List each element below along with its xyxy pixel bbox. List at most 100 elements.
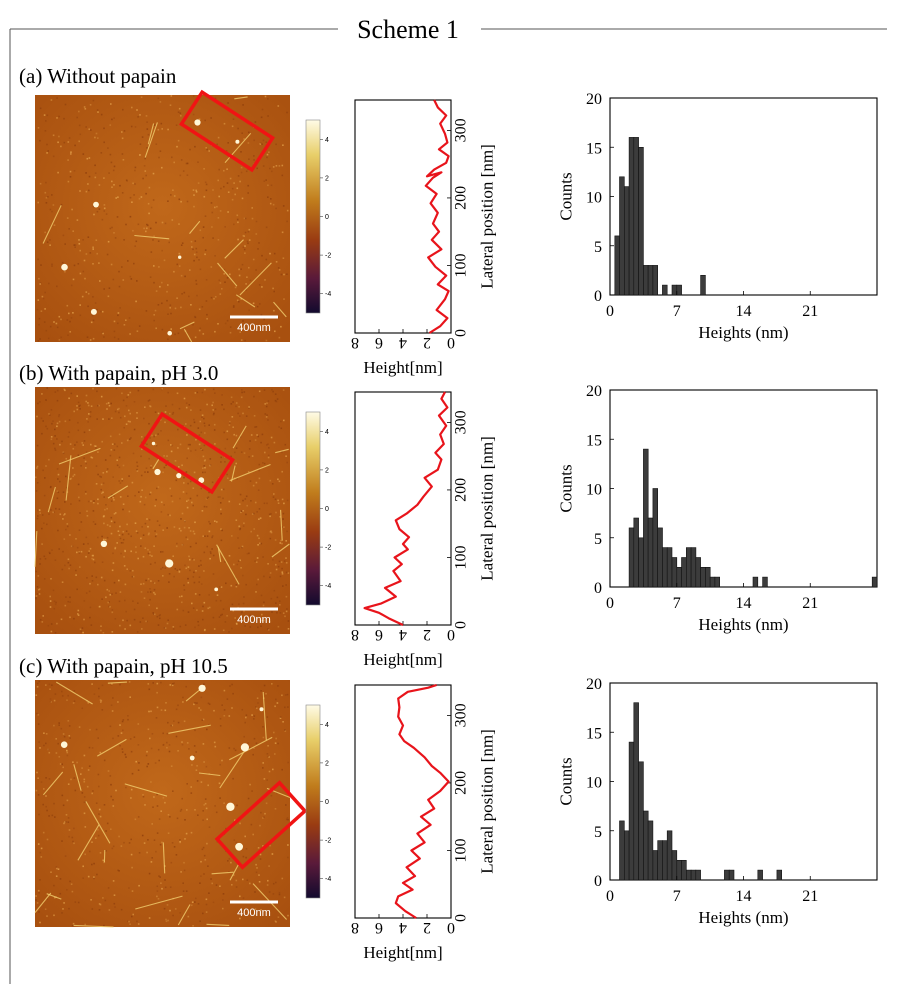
histogram-bar <box>662 840 668 881</box>
histogram-bar <box>647 265 654 296</box>
histogram-bar <box>752 576 759 588</box>
scale-bar-label: 400nm <box>237 322 271 334</box>
profile-y-tick-label: 300 <box>453 410 470 434</box>
scale-bar-label: 400nm <box>237 907 271 919</box>
colorbar: 4 2 0 -2 -4 <box>305 119 331 314</box>
histogram-x-label: Heights (nm) <box>698 615 788 634</box>
colorbar-gradient <box>305 119 321 314</box>
colorbar-tick-label: 4 <box>325 429 329 436</box>
afm-texture <box>35 387 290 634</box>
roi-box <box>179 89 275 173</box>
histogram-x-tick-label: 7 <box>673 595 681 612</box>
profile-y-tick-label: 200 <box>453 186 470 210</box>
profile-x-tick-label: 4 <box>399 626 407 643</box>
profile-y-tick-label: 100 <box>453 253 470 277</box>
histogram-bar <box>652 850 659 881</box>
profile-series-line <box>363 391 449 626</box>
histogram-bar <box>671 557 678 588</box>
profile-x-tick-label: 8 <box>351 919 359 936</box>
histogram-y-tick-label: 20 <box>586 676 602 693</box>
histogram-bar <box>633 137 639 296</box>
histogram-bar <box>695 869 701 881</box>
histogram-bar <box>638 537 644 588</box>
roi-box <box>214 780 308 870</box>
histogram-bar <box>685 869 692 881</box>
histogram-bar <box>762 576 768 588</box>
histogram-bar <box>638 761 644 881</box>
height-histogram: 0 7 14 21 0 5 10 15 20 Heights (nm) Counts <box>557 676 878 927</box>
panel-c: (c) With papain, pH 10.5 400nm 420-2-4 8… <box>19 654 878 962</box>
roi-box <box>139 411 235 495</box>
histogram-bar <box>623 830 630 881</box>
scale-bar-label: 400nm <box>237 614 271 626</box>
colorbar-tick-label: 0 <box>325 799 329 806</box>
histogram-bar <box>676 859 682 881</box>
histogram-x-tick-label: 14 <box>736 595 752 612</box>
histogram-bar <box>685 547 692 588</box>
profile-x-tick-label: 6 <box>375 334 383 351</box>
colorbar-tick-label: 4 <box>325 722 329 729</box>
histogram-bar <box>662 547 668 588</box>
profile-frame <box>354 391 452 626</box>
histogram-bar <box>652 265 659 296</box>
histogram-y-label: Counts <box>557 172 576 220</box>
histogram-x-tick-label: 21 <box>802 595 818 612</box>
profile-y-tick-label: 300 <box>453 118 470 142</box>
histogram-frame <box>609 682 878 881</box>
histogram-bar <box>657 527 663 588</box>
histogram-bar <box>662 284 668 296</box>
profile-x-tick-label: 0 <box>447 919 455 936</box>
afm-fibrils <box>42 96 287 343</box>
histogram-y-tick-label: 0 <box>594 873 602 890</box>
colorbar-tick-label: 4 <box>325 137 329 144</box>
histogram-x-label: Heights (nm) <box>698 323 788 342</box>
histogram-x-label: Heights (nm) <box>698 908 788 927</box>
colorbar-tick-label: -4 <box>325 876 331 883</box>
scheme-frame <box>9 28 887 984</box>
histogram-bar <box>628 741 635 881</box>
histogram-y-tick-label: 10 <box>586 775 602 792</box>
histogram-bar <box>757 869 763 881</box>
afm-image: 400nm <box>34 680 308 928</box>
histogram-bar <box>724 869 730 881</box>
histogram-bar <box>647 820 654 881</box>
histogram-bar <box>666 547 673 588</box>
profile-x-label: Height[nm] <box>363 650 442 669</box>
colorbar-tick-label: -4 <box>325 291 331 298</box>
histogram-bar <box>695 557 701 588</box>
profile-x-tick-label: 2 <box>423 626 431 643</box>
histogram-bar <box>633 702 639 881</box>
histogram-bar <box>681 859 687 881</box>
scheme-title: Scheme 1 <box>357 15 459 44</box>
height-histogram: 0 7 14 21 0 5 10 15 20 Heights (nm) Counts <box>557 91 878 342</box>
histogram-x-tick-label: 0 <box>606 888 614 905</box>
histogram-y-tick-label: 10 <box>586 482 602 499</box>
profile-series-line <box>394 683 450 919</box>
histogram-frame <box>609 97 878 296</box>
afm-texture <box>35 680 289 927</box>
profile-x-tick-label: 8 <box>351 626 359 643</box>
profile-y-tick-label: 0 <box>453 914 470 922</box>
histogram-x-tick-label: 0 <box>606 303 614 320</box>
panel-label: (c) With papain, pH 10.5 <box>19 654 228 678</box>
histogram-x-tick-label: 21 <box>802 303 818 320</box>
profile-y-tick-label: 300 <box>453 703 470 727</box>
afm-background <box>35 387 290 634</box>
histogram-bar <box>638 147 644 296</box>
colorbar-tick-label: 2 <box>325 760 329 767</box>
colorbar-tick-label: 2 <box>325 467 329 474</box>
histogram-bar <box>671 284 678 296</box>
afm-background <box>35 680 290 927</box>
histogram-bar <box>705 566 711 588</box>
histogram-bar <box>671 850 678 881</box>
histogram-y-tick-label: 10 <box>586 190 602 207</box>
histogram-x-tick-label: 14 <box>736 303 752 320</box>
colorbar-tick-label: 0 <box>325 214 329 221</box>
histogram-bar <box>633 517 639 588</box>
histogram-y-tick-label: 15 <box>586 432 602 449</box>
histogram-y-tick-label: 15 <box>586 725 602 742</box>
histogram-bar <box>690 547 697 588</box>
histogram-bar <box>676 566 682 588</box>
